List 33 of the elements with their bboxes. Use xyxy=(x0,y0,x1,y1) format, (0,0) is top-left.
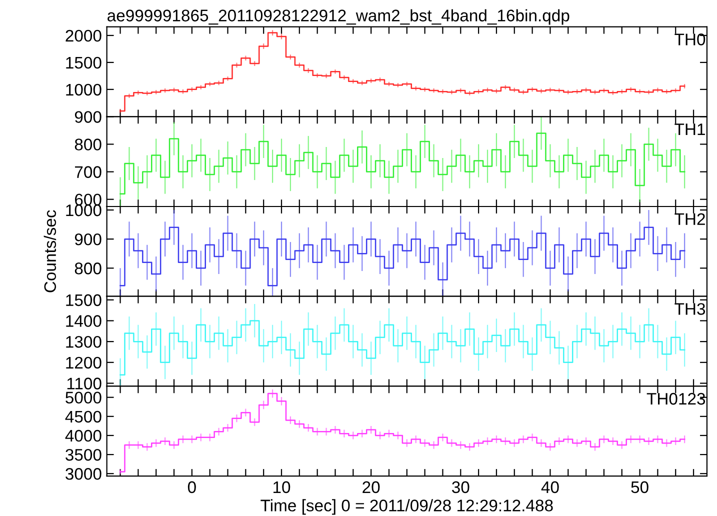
y-tick-label: 1500 xyxy=(66,294,102,306)
y-tick-label: 3000 xyxy=(66,468,102,480)
y-tick-label: 1100 xyxy=(67,378,102,390)
y-tick-label: 2000 xyxy=(66,30,102,42)
annotation: TH3 xyxy=(674,303,706,315)
annotation: TH0123 xyxy=(646,392,706,405)
y-tick-label: 1000 xyxy=(66,84,102,96)
y-tick-label: 4000 xyxy=(65,430,102,442)
y-axis-title: Counts/sec xyxy=(44,210,56,292)
y-tick-label: 800 xyxy=(74,138,102,150)
x-tick-label: 20 xyxy=(362,481,380,494)
annotation: TH2 xyxy=(674,213,705,225)
y-tick-label: 900 xyxy=(74,233,102,246)
x-axis-title: Time [sec] 0 = 2011/09/28 12:29:12.488 xyxy=(260,499,553,515)
chart-title: ae999991865_20110928122912_wam2_bst_4band_16bin.qdp xyxy=(108,9,570,25)
y-tick-label: 1200 xyxy=(66,356,102,369)
y-tick-label: 900 xyxy=(74,111,102,123)
y-tick-label: 700 xyxy=(75,166,102,178)
y-tick-label: 1000 xyxy=(66,204,102,216)
y-tick-label: 800 xyxy=(74,262,102,274)
x-tick-label: 0 xyxy=(188,481,196,494)
y-tick-label: 3500 xyxy=(66,448,102,461)
x-tick-label: 50 xyxy=(631,481,648,494)
y-tick-label: 5000 xyxy=(66,392,102,404)
x-tick-label: 10 xyxy=(274,481,290,494)
y-tick-label: 1400 xyxy=(66,315,102,327)
y-tick-label: 1300 xyxy=(66,336,102,348)
x-tick-label: 40 xyxy=(541,481,559,494)
annotation: TH0 xyxy=(674,34,706,46)
annotation: TH1 xyxy=(674,124,705,136)
y-tick-label: 4500 xyxy=(65,410,102,423)
x-tick-label: 30 xyxy=(452,481,470,494)
y-tick-label: 1500 xyxy=(66,56,102,69)
